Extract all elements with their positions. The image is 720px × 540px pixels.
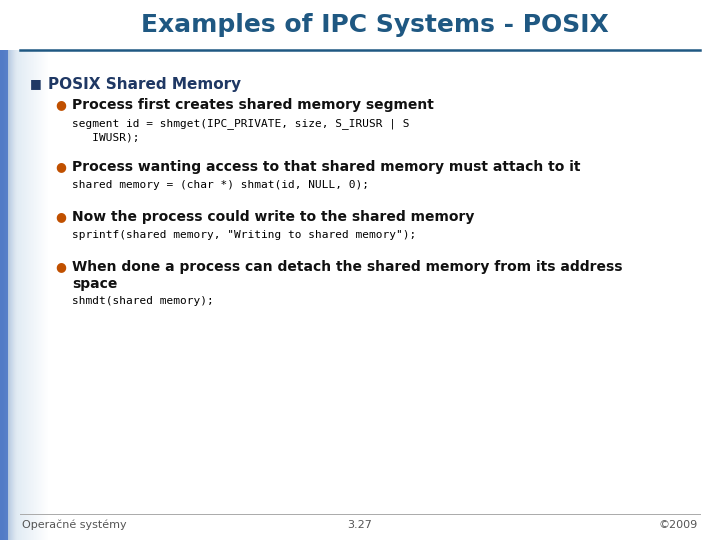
Bar <box>33 0 34 540</box>
Bar <box>0 0 14 540</box>
Text: Examples of IPC Systems - POSIX: Examples of IPC Systems - POSIX <box>141 13 609 37</box>
Bar <box>0 0 17 540</box>
Bar <box>11 0 12 540</box>
Bar <box>0 0 15 540</box>
Bar <box>0 0 7 540</box>
Bar <box>0 0 9 540</box>
Text: Operačné systémy: Operačné systémy <box>22 520 127 530</box>
Bar <box>42 0 43 540</box>
Bar <box>27 0 28 540</box>
Text: Now the process could write to the shared memory: Now the process could write to the share… <box>72 210 474 224</box>
Bar <box>0 0 8 540</box>
Bar <box>45 0 46 540</box>
Bar <box>29 0 30 540</box>
Bar <box>46 0 47 540</box>
Bar <box>0 0 10 540</box>
Bar <box>0 0 12 540</box>
Bar <box>0 0 4 540</box>
Bar <box>9 0 10 540</box>
Bar <box>31 0 32 540</box>
Text: shared memory = (char *) shmat(id, NULL, 0);: shared memory = (char *) shmat(id, NULL,… <box>72 180 369 190</box>
Bar <box>36 0 37 540</box>
Bar <box>0 0 5 540</box>
Bar <box>30 0 31 540</box>
Bar <box>23 0 24 540</box>
Bar <box>14 0 15 540</box>
Bar <box>38 0 39 540</box>
Bar <box>44 0 45 540</box>
Bar <box>17 0 18 540</box>
Text: shmdt(shared memory);: shmdt(shared memory); <box>72 296 214 306</box>
Bar <box>16 0 17 540</box>
Bar <box>0 0 13 540</box>
Bar <box>0 0 14 540</box>
Bar <box>20 0 21 540</box>
Bar <box>0 0 9 540</box>
Text: ●: ● <box>55 160 66 173</box>
Bar <box>0 0 8 540</box>
Text: sprintf(shared memory, "Writing to shared memory");: sprintf(shared memory, "Writing to share… <box>72 230 416 240</box>
Bar <box>0 0 7 540</box>
Text: Process first creates shared memory segment: Process first creates shared memory segm… <box>72 98 434 112</box>
Bar <box>0 0 17 540</box>
Bar <box>0 0 12 540</box>
Bar <box>0 0 16 540</box>
Text: ■: ■ <box>30 77 42 90</box>
Bar <box>0 0 12 540</box>
Text: 3.27: 3.27 <box>348 520 372 530</box>
Bar <box>0 0 720 50</box>
Bar <box>15 0 16 540</box>
Bar <box>0 0 11 540</box>
Bar <box>18 0 19 540</box>
Bar <box>32 0 33 540</box>
Bar <box>19 0 20 540</box>
Bar <box>0 0 17 540</box>
Bar <box>41 0 42 540</box>
Text: segment id = shmget(IPC_PRIVATE, size, S_IRUSR | S
   IWUSR);: segment id = shmget(IPC_PRIVATE, size, S… <box>72 118 410 142</box>
Bar <box>34 0 35 540</box>
Bar <box>8 0 9 540</box>
Bar <box>0 0 4 540</box>
Bar <box>0 0 3 540</box>
Bar <box>37 0 38 540</box>
Bar <box>47 0 48 540</box>
Bar <box>39 0 40 540</box>
Bar <box>21 0 22 540</box>
Bar <box>35 0 36 540</box>
Text: POSIX Shared Memory: POSIX Shared Memory <box>48 77 241 92</box>
Bar <box>0 0 4 540</box>
Bar <box>28 0 29 540</box>
Text: ●: ● <box>55 98 66 111</box>
Text: When done a process can detach the shared memory from its address
space: When done a process can detach the share… <box>72 260 623 291</box>
Text: ©2009: ©2009 <box>659 520 698 530</box>
Bar <box>43 0 44 540</box>
Bar <box>0 0 9 540</box>
Text: ●: ● <box>55 260 66 273</box>
Bar <box>0 0 6 540</box>
Bar <box>10 0 11 540</box>
Text: Process wanting access to that shared memory must attach to it: Process wanting access to that shared me… <box>72 160 580 174</box>
Bar <box>0 0 11 540</box>
Bar <box>26 0 27 540</box>
Bar <box>24 0 25 540</box>
Bar <box>22 0 23 540</box>
Bar <box>0 0 16 540</box>
Text: ●: ● <box>55 210 66 223</box>
Bar <box>13 0 14 540</box>
Bar <box>0 0 6 540</box>
Bar <box>0 0 14 540</box>
Bar <box>0 0 6 540</box>
Bar <box>12 0 13 540</box>
Bar <box>40 0 41 540</box>
Bar <box>25 0 26 540</box>
